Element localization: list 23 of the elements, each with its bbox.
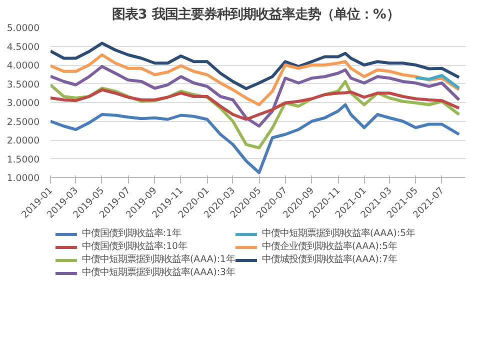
y-tick-label: 5.0000	[6, 23, 40, 34]
line-series	[50, 65, 461, 128]
legend-label: 中债中短期票据到期收益率(AAA):1年	[82, 253, 235, 266]
y-tick-label: 4.0000	[6, 60, 40, 72]
y-tick-label: 1.0000	[6, 173, 40, 184]
legend-label: 中债城投债到期收益率(AAA):7年	[262, 253, 398, 266]
y-tick-label: 4.5000	[6, 42, 40, 53]
line-series	[50, 42, 461, 90]
legend-label: 中债中短期票据到期收益率(AAA):5年	[262, 227, 416, 240]
line-series	[50, 88, 461, 121]
y-tick-label: 3.5000	[6, 79, 40, 90]
y-tick-label: 1.5000	[6, 154, 40, 166]
chart-title: 图表3 我国主要券种到期收益率走势（单位：%）	[112, 6, 400, 22]
y-tick-label: 2.0000	[6, 136, 40, 146]
legend-label: 中债中短期票据到期收益率(AAA):3年	[82, 266, 235, 279]
legend-label: 中债企业债到期收益率(AAA):5年	[262, 240, 398, 253]
y-tick-label: 2.5000	[6, 116, 40, 128]
y-tick-label: 3.0000	[6, 98, 40, 109]
line-series	[50, 103, 461, 174]
line-series	[414, 74, 461, 90]
legend-label: 中债国债到期收益率:1年	[82, 227, 182, 240]
legend-label: 中债国债到期收益率:10年	[82, 240, 187, 253]
line-series	[50, 53, 461, 106]
